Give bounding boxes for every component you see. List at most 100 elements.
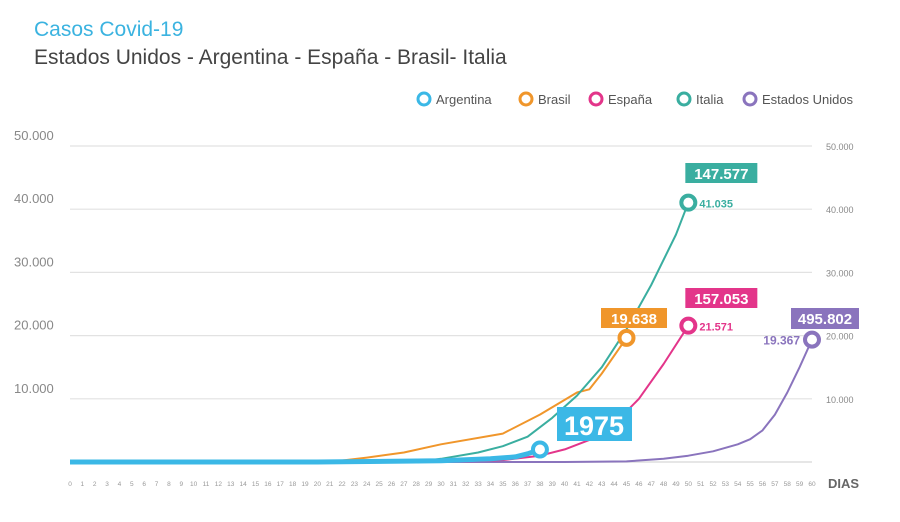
- x-tick-label: 16: [264, 481, 272, 488]
- x-tick-label: 29: [425, 481, 433, 488]
- legend-marker-0: [416, 91, 432, 107]
- x-tick-label: 7: [155, 481, 159, 488]
- x-tick-label: 56: [759, 481, 767, 488]
- legend-marker-2: [588, 91, 604, 107]
- x-tick-label: 38: [536, 481, 544, 488]
- x-tick-label: 5: [130, 481, 134, 488]
- x-tick-label: 11: [203, 481, 210, 488]
- total-label-box: [685, 163, 758, 183]
- x-tick-label: 52: [709, 481, 717, 488]
- total-label-box: [557, 407, 632, 441]
- x-tick-label: 23: [351, 481, 359, 488]
- x-tick-label: 22: [338, 481, 346, 488]
- x-tick-label: 19: [301, 481, 309, 488]
- x-tick-label: 45: [623, 481, 631, 488]
- end-marker: [617, 328, 636, 347]
- total-label: 147.577: [694, 166, 748, 183]
- y-tick-label-left: 50.000: [14, 128, 54, 143]
- x-tick-label: 31: [450, 481, 458, 488]
- x-tick-label: 27: [400, 481, 408, 488]
- x-tick-label: 14: [240, 481, 248, 488]
- legend-label: Estados Unidos: [762, 92, 854, 107]
- total-label: 19.638: [611, 311, 657, 328]
- end-value-label: 21.571: [699, 322, 733, 334]
- y-tick-label-right: 50.000: [826, 142, 854, 152]
- x-tick-label: 8: [167, 481, 171, 488]
- x-tick-label: 57: [771, 481, 779, 488]
- x-tick-label: 32: [462, 481, 470, 488]
- x-tick-label: 20: [314, 481, 322, 488]
- x-tick-label: 39: [549, 481, 557, 488]
- x-tick-label: 1: [81, 481, 85, 488]
- x-tick-label: 10: [190, 481, 198, 488]
- x-tick-label: 33: [474, 481, 482, 488]
- x-tick-label: 6: [142, 481, 146, 488]
- chart-title: Casos Covid-19: [34, 18, 184, 41]
- end-marker: [679, 193, 698, 212]
- x-tick-label: 3: [105, 481, 109, 488]
- legend-label: España: [608, 92, 653, 107]
- x-tick-label: 36: [512, 481, 520, 488]
- x-tick-label: 48: [660, 481, 668, 488]
- legend-label: Brasil: [538, 92, 571, 107]
- x-tick-label: 30: [437, 481, 445, 488]
- x-tick-label: 49: [672, 481, 680, 488]
- series-line-brasil: [70, 337, 628, 463]
- x-tick-label: 40: [561, 481, 569, 488]
- legend-marker-4: [742, 91, 758, 107]
- x-tick-label: 42: [586, 481, 594, 488]
- x-tick-label: 17: [277, 481, 285, 488]
- x-tick-label: 44: [611, 481, 619, 488]
- y-tick-label-right: 20.000: [826, 332, 854, 342]
- x-tick-label: 15: [252, 481, 260, 488]
- x-tick-label: 21: [326, 481, 334, 488]
- x-axis-label: DIAS: [828, 476, 859, 491]
- end-marker: [679, 316, 698, 335]
- legend-marker-3: [676, 91, 692, 107]
- x-tick-label: 58: [784, 481, 792, 488]
- x-tick-label: 13: [227, 481, 235, 488]
- legend-label: Italia: [696, 92, 724, 107]
- x-tick-label: 54: [734, 481, 742, 488]
- total-label-box: [685, 288, 758, 308]
- series-line-españa: [70, 325, 690, 463]
- total-label: 495.802: [798, 311, 852, 328]
- x-tick-label: 28: [413, 481, 421, 488]
- x-tick-label: 37: [524, 481, 532, 488]
- x-tick-label: 4: [118, 481, 122, 488]
- x-tick-label: 60: [808, 481, 816, 488]
- x-tick-label: 59: [796, 481, 804, 488]
- end-value-label: 41.035: [699, 199, 733, 211]
- x-tick-label: 25: [376, 481, 384, 488]
- series-line-estados-unidos: [70, 339, 813, 463]
- x-tick-label: 18: [289, 481, 297, 488]
- x-tick-label: 0: [68, 481, 72, 488]
- total-label: 157.053: [694, 291, 748, 308]
- x-tick-label: 50: [685, 481, 693, 488]
- y-tick-label-left: 10.000: [14, 381, 54, 396]
- x-tick-label: 12: [215, 481, 223, 488]
- x-tick-label: 24: [363, 481, 371, 488]
- total-label: 1975: [564, 411, 624, 441]
- x-tick-label: 53: [722, 481, 730, 488]
- end-value-label: 19.367: [763, 334, 800, 348]
- y-tick-label-right: 30.000: [826, 268, 854, 278]
- y-tick-label-right: 40.000: [826, 205, 854, 215]
- x-tick-label: 2: [93, 481, 97, 488]
- x-tick-label: 34: [487, 481, 495, 488]
- x-tick-label: 43: [598, 481, 606, 488]
- y-tick-label-right: 10.000: [826, 395, 854, 405]
- y-tick-label-left: 20.000: [14, 318, 54, 333]
- chart-subtitle: Estados Unidos - Argentina - España - Br…: [34, 46, 507, 69]
- x-tick-label: 41: [573, 481, 581, 488]
- x-tick-label: 47: [648, 481, 656, 488]
- series-line-argentina: [70, 447, 541, 465]
- legend-label: Argentina: [436, 92, 492, 107]
- x-tick-label: 46: [635, 481, 643, 488]
- x-tick-label: 26: [388, 481, 396, 488]
- x-tick-label: 35: [499, 481, 507, 488]
- end-marker: [530, 440, 549, 459]
- total-label-box: [791, 308, 859, 329]
